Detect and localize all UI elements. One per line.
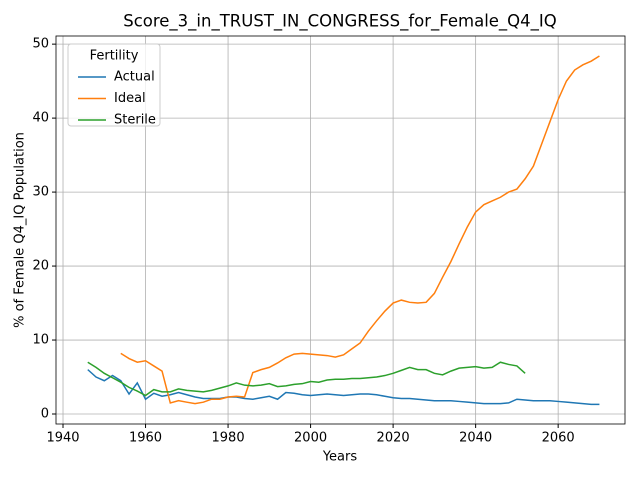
y-axis-label: % of Female Q4_IQ Population bbox=[13, 132, 28, 328]
series-line bbox=[120, 55, 600, 405]
x-tick-label: 2040 bbox=[459, 431, 492, 446]
series-line bbox=[87, 369, 600, 406]
y-tick-label: 10 bbox=[32, 333, 49, 348]
x-tick-label: 1940 bbox=[46, 431, 79, 446]
legend: Fertility Actual Ideal Sterile bbox=[67, 43, 161, 128]
x-tick-label: 2000 bbox=[294, 431, 327, 446]
legend-box bbox=[67, 43, 161, 127]
y-tick-label: 0 bbox=[41, 407, 49, 422]
chart-title: Score_3_in_TRUST_IN_CONGRESS_for_Female_… bbox=[123, 12, 557, 32]
series-line bbox=[87, 361, 526, 397]
x-axis-label: Years bbox=[322, 450, 358, 465]
legend-label: Sterile bbox=[114, 113, 156, 128]
y-tick-label: 40 bbox=[32, 111, 49, 126]
x-tick-label: 2020 bbox=[377, 431, 410, 446]
x-tick-label: 1980 bbox=[212, 431, 245, 446]
x-tick-label: 2060 bbox=[542, 431, 575, 446]
y-tick-label: 20 bbox=[32, 259, 49, 274]
x-tick-label: 1960 bbox=[129, 431, 162, 446]
legend-label: Ideal bbox=[114, 91, 146, 106]
y-tick-label: 30 bbox=[32, 185, 49, 200]
y-tick-label: 50 bbox=[32, 37, 49, 52]
plot-frame bbox=[55, 35, 626, 425]
legend-label: Actual bbox=[114, 70, 155, 85]
legend-title: Fertility bbox=[90, 49, 139, 64]
